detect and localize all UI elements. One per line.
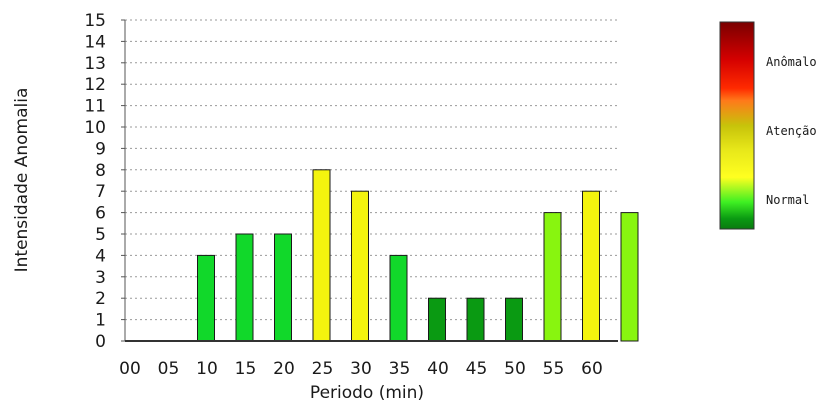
x-tick-label-60: 60	[581, 359, 603, 379]
x-tick-label-45: 45	[466, 359, 488, 379]
y-axis-title: Intensidade Anomalia	[12, 88, 32, 273]
x-tick-label-15: 15	[235, 359, 257, 379]
y-tick-label-5: 5	[95, 225, 106, 245]
y-tick-label-11: 11	[84, 97, 106, 117]
legend-color-scale	[719, 21, 755, 230]
bar-60	[620, 212, 639, 342]
x-tick-label-55: 55	[543, 359, 565, 379]
y-tick-label-7: 7	[95, 182, 106, 202]
bar-55	[582, 190, 600, 342]
y-tick-label-8: 8	[95, 161, 106, 181]
y-tick-label-1: 1	[95, 311, 106, 331]
bar-50	[543, 212, 562, 342]
x-axis-title: Periodo (min)	[310, 383, 424, 403]
y-tick-label-3: 3	[95, 268, 106, 288]
grid-lines	[125, 19, 618, 321]
bar-25	[351, 190, 369, 342]
bar-30	[389, 254, 408, 342]
x-tick-label-30: 30	[350, 359, 372, 379]
y-tick-label-12: 12	[84, 75, 106, 95]
legend: Anômalo Atenção Normal	[719, 21, 817, 230]
y-tick-label-2: 2	[95, 289, 106, 309]
x-tick-label-35: 35	[389, 359, 411, 379]
x-tick-label-40: 40	[427, 359, 449, 379]
x-tick-label-00: 00	[119, 359, 141, 379]
x-tick-label-25: 25	[312, 359, 334, 379]
x-tick-label-20: 20	[273, 359, 295, 379]
y-tick-label-0: 0	[95, 332, 106, 352]
bar-45	[505, 297, 523, 342]
bar-40	[466, 297, 485, 342]
legend-label-atencao: Atenção	[766, 124, 817, 138]
y-tick-label-15: 15	[84, 11, 106, 31]
legend-label-anomalo: Anômalo	[766, 55, 817, 69]
x-tick-label-05: 05	[158, 359, 180, 379]
y-tick-label-6: 6	[95, 204, 106, 224]
y-tick-label-9: 9	[95, 139, 106, 159]
y-tick-label-13: 13	[84, 54, 106, 74]
bar-15	[274, 233, 292, 342]
bar-20	[312, 169, 331, 342]
axes	[121, 19, 618, 342]
y-tick-label-4: 4	[95, 246, 106, 266]
legend-label-normal: Normal	[766, 193, 809, 207]
bars	[197, 169, 639, 342]
y-tick-label-14: 14	[84, 32, 106, 52]
bar-35	[428, 297, 446, 342]
x-tick-labels: 00 05 10 15 20 25 30 35 40 45 50 55 60	[119, 359, 603, 379]
y-tick-label-10: 10	[84, 118, 106, 138]
x-tick-label-10: 10	[196, 359, 218, 379]
bar-10	[235, 233, 254, 342]
x-tick-label-50: 50	[504, 359, 526, 379]
bar-05	[197, 254, 215, 342]
